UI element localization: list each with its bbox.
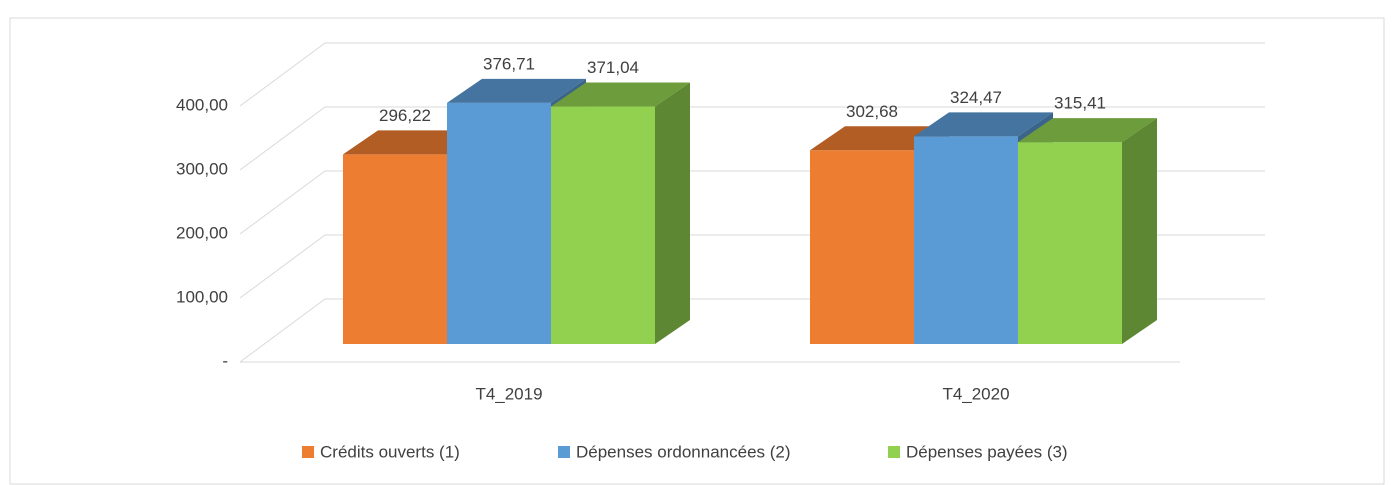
legend-swatch: [302, 446, 314, 458]
y-tick-label: 100,00: [176, 287, 228, 306]
grid-line: [239, 298, 326, 363]
bar-top: [551, 82, 690, 107]
bar-top: [1018, 118, 1157, 143]
bar-front: [551, 106, 655, 345]
value-label: 371,04: [587, 58, 639, 77]
bar-side: [1122, 118, 1157, 344]
chart-frame: [9, 17, 1385, 485]
legend-label: Dépenses ordonnancées (2): [576, 442, 791, 461]
legend-swatch: [888, 446, 900, 458]
value-label: 376,71: [483, 54, 535, 73]
x-tick-label: T4_2020: [942, 384, 1009, 403]
bar-front: [343, 154, 447, 344]
value-label: 315,41: [1054, 94, 1106, 113]
y-tick-label: 400,00: [176, 95, 228, 114]
x-tick-label: T4_2019: [475, 384, 542, 403]
legend-label: Crédits ouverts (1): [320, 442, 460, 461]
grid-line: [239, 170, 326, 235]
value-label: 324,47: [950, 88, 1002, 107]
bar-top: [447, 78, 586, 103]
bar-top: [914, 112, 1053, 137]
legend-label: Dépenses payées (3): [906, 442, 1068, 461]
y-tick-label: -: [222, 351, 228, 370]
bar-side: [655, 82, 690, 345]
bar-front: [810, 150, 914, 344]
bar-front: [914, 136, 1018, 344]
bar-front: [1018, 142, 1122, 344]
grid-line: [239, 234, 326, 299]
value-label: 302,68: [846, 102, 898, 121]
y-tick-label: 200,00: [176, 223, 228, 242]
grid-line: [239, 106, 326, 171]
legend-swatch: [558, 446, 570, 458]
grid-line: [239, 42, 326, 107]
value-label: 296,22: [379, 106, 431, 125]
y-tick-label: 300,00: [176, 159, 228, 178]
bar-front: [447, 102, 551, 344]
